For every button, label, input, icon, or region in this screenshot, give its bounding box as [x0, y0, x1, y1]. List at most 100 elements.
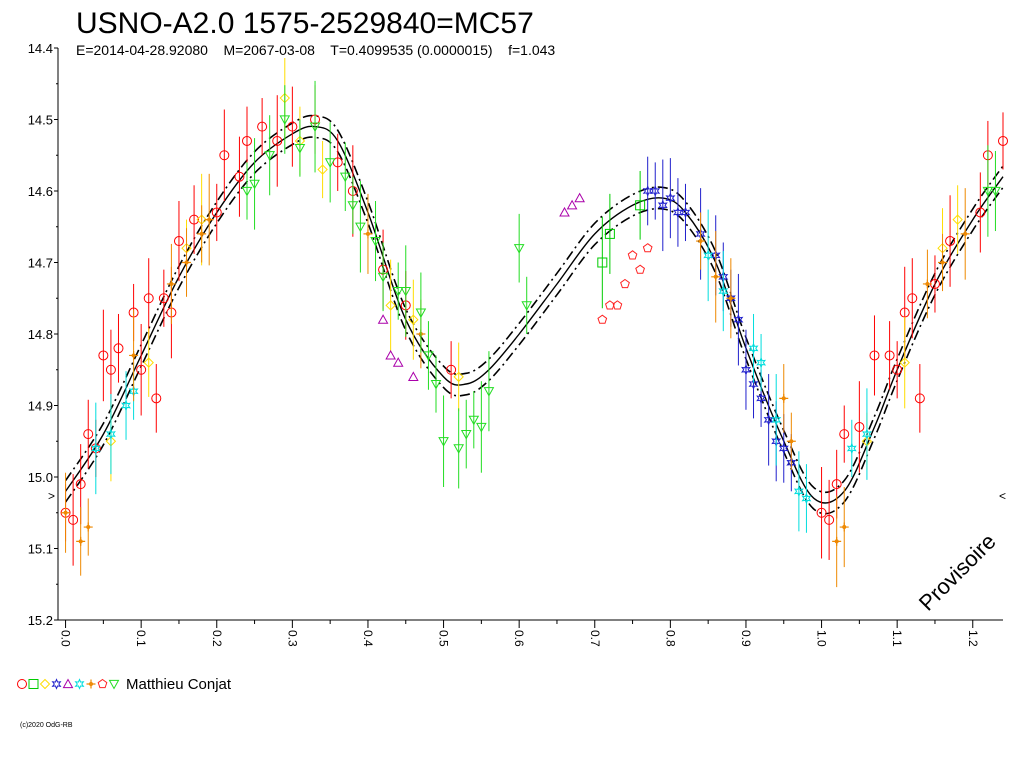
series-triangle-down [241, 80, 1001, 489]
data-point [748, 342, 759, 355]
data-point [824, 514, 835, 525]
data-point [846, 442, 857, 455]
data-point-center [86, 525, 91, 530]
data-point [370, 236, 381, 247]
data-point [635, 200, 646, 211]
data-point [83, 522, 93, 532]
data-point [76, 536, 86, 546]
data-point [105, 364, 116, 375]
data-point [612, 300, 623, 310]
y-tick-label: 15.2 [28, 613, 53, 628]
data-point-center [199, 231, 204, 236]
legend-symbol-star-cyan [74, 678, 85, 690]
data-point [703, 249, 714, 261]
series-triangle [377, 192, 585, 381]
data-point [173, 236, 184, 247]
data-point [468, 415, 480, 426]
data-point [635, 264, 645, 274]
x-tick-label: 0.9 [739, 630, 753, 647]
data-point [892, 364, 903, 375]
edge-marker-right: < [999, 489, 1006, 503]
x-tick-label: 0.8 [663, 630, 677, 647]
legend-symbol-triangle-down [108, 679, 120, 690]
data-point-center [207, 217, 212, 222]
data-point [604, 228, 615, 239]
data-point [211, 207, 222, 218]
data-point [294, 144, 306, 154]
data-point [574, 192, 585, 203]
series-star-cyan [90, 209, 872, 533]
y-tick-label: 14.5 [28, 113, 53, 128]
data-point [234, 171, 245, 182]
data-point [317, 164, 328, 175]
data-point [407, 371, 419, 381]
y-tick-label: 15.1 [28, 542, 53, 557]
data-point [143, 293, 154, 304]
data-point [861, 428, 872, 440]
series-pentagon [597, 243, 653, 324]
data-point [120, 399, 131, 412]
data-point [453, 371, 464, 383]
data-point [158, 293, 169, 304]
data-point [90, 442, 101, 455]
data-point [779, 393, 789, 403]
data-point [718, 285, 729, 297]
data-point-center [940, 260, 945, 265]
data-point [408, 314, 419, 325]
data-point [392, 357, 404, 367]
data-point-center [728, 296, 733, 301]
data-point [945, 236, 956, 247]
data-point [324, 158, 336, 168]
data-point [257, 121, 268, 132]
data-point [129, 350, 139, 360]
data-point [899, 357, 910, 368]
data-point [287, 121, 298, 132]
data-point [786, 436, 796, 446]
data-point [279, 115, 291, 126]
legend-symbol-square [28, 679, 39, 689]
data-point [446, 364, 457, 375]
data-point [657, 199, 668, 212]
data-point [990, 186, 1001, 197]
data-point [711, 272, 721, 282]
data-point [476, 422, 487, 433]
data-point [385, 349, 396, 360]
data-point [204, 215, 214, 225]
data-point [83, 429, 94, 440]
data-point [309, 122, 321, 133]
data-point [597, 314, 608, 324]
y-tick-label: 15.0 [28, 470, 53, 485]
legend-symbol-cross-center [89, 682, 93, 686]
data-point [415, 308, 427, 319]
data-point [620, 278, 630, 289]
data-point [756, 356, 767, 369]
x-tick-label: 0.6 [512, 630, 526, 647]
data-point [696, 236, 706, 246]
y-tick-label: 14.8 [28, 327, 53, 342]
data-point [197, 229, 207, 239]
x-tick-label: 0.0 [59, 630, 73, 647]
data-point-center [963, 231, 968, 236]
data-point [61, 508, 71, 518]
data-point [363, 229, 373, 239]
chart-title: USNO-A2.0 1575-2529840=MC57 [76, 7, 534, 40]
data-point [438, 437, 449, 447]
data-point [385, 300, 396, 311]
data-point [113, 343, 124, 354]
data-point [771, 414, 782, 426]
data-point [521, 301, 533, 311]
legend-label: Matthieu Conjat [126, 676, 232, 693]
data-point-center [78, 539, 83, 544]
data-point [665, 192, 676, 204]
data-point [914, 393, 925, 404]
series-diamond [105, 58, 963, 482]
y-tick-label: 14.4 [28, 41, 53, 56]
data-point [854, 421, 865, 432]
x-tick-label: 0.4 [361, 630, 375, 647]
data-point-center [184, 260, 189, 265]
data-point [832, 536, 842, 546]
data-point [801, 492, 812, 505]
data-point [839, 429, 850, 440]
data-point [975, 207, 986, 218]
